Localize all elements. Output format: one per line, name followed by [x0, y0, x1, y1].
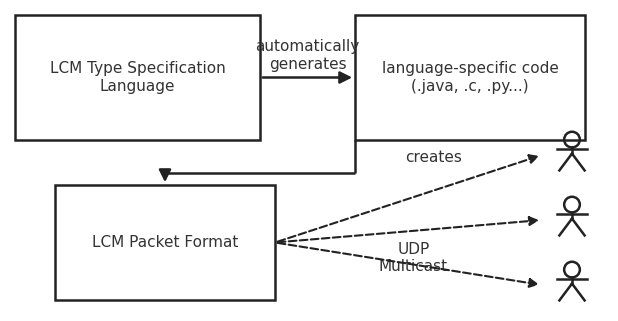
Bar	[55, 185, 275, 300]
Text: creates: creates	[405, 150, 462, 165]
Bar	[355, 15, 585, 140]
Text: language-specific code
(.java, .c, .py...): language-specific code (.java, .c, .py..…	[381, 61, 559, 94]
Bar	[15, 15, 260, 140]
Text: LCM Type Specification
Language: LCM Type Specification Language	[49, 61, 226, 94]
Text: UDP
Multicast: UDP Multicast	[379, 242, 448, 274]
Text: LCM Packet Format: LCM Packet Format	[92, 235, 238, 250]
Text: automatically
generates: automatically generates	[255, 39, 360, 72]
